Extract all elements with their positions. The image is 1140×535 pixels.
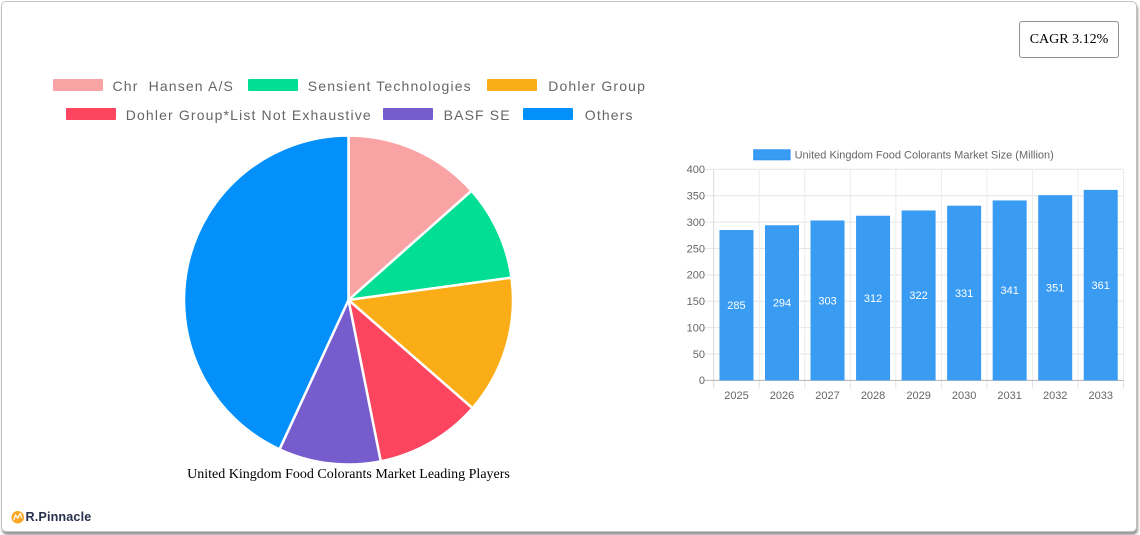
svg-text:400: 400 [687, 164, 705, 176]
svg-text:2028: 2028 [861, 390, 885, 402]
svg-text:0: 0 [699, 375, 705, 387]
svg-text:2031: 2031 [997, 390, 1021, 402]
svg-text:2033: 2033 [1088, 390, 1112, 402]
svg-text:312: 312 [864, 293, 882, 305]
svg-text:2025: 2025 [724, 390, 748, 402]
svg-text:322: 322 [909, 290, 927, 302]
svg-text:331: 331 [955, 288, 973, 300]
svg-text:United Kingdom Food Colorants: United Kingdom Food Colorants Market Siz… [795, 150, 1054, 162]
svg-text:351: 351 [1046, 283, 1064, 295]
svg-text:2032: 2032 [1043, 390, 1067, 402]
svg-text:341: 341 [1000, 285, 1018, 297]
svg-text:2030: 2030 [952, 390, 976, 402]
svg-text:361: 361 [1092, 280, 1110, 292]
svg-text:150: 150 [687, 296, 705, 308]
svg-text:50: 50 [693, 349, 705, 361]
svg-text:303: 303 [818, 295, 836, 307]
svg-text:300: 300 [687, 217, 705, 229]
svg-text:294: 294 [773, 298, 791, 310]
svg-text:2026: 2026 [770, 390, 794, 402]
svg-text:250: 250 [687, 243, 705, 255]
svg-text:285: 285 [727, 300, 745, 312]
svg-text:2027: 2027 [815, 390, 839, 402]
svg-text:200: 200 [687, 270, 705, 282]
svg-text:100: 100 [687, 322, 705, 334]
svg-text:2029: 2029 [906, 390, 930, 402]
svg-text:350: 350 [687, 190, 705, 202]
